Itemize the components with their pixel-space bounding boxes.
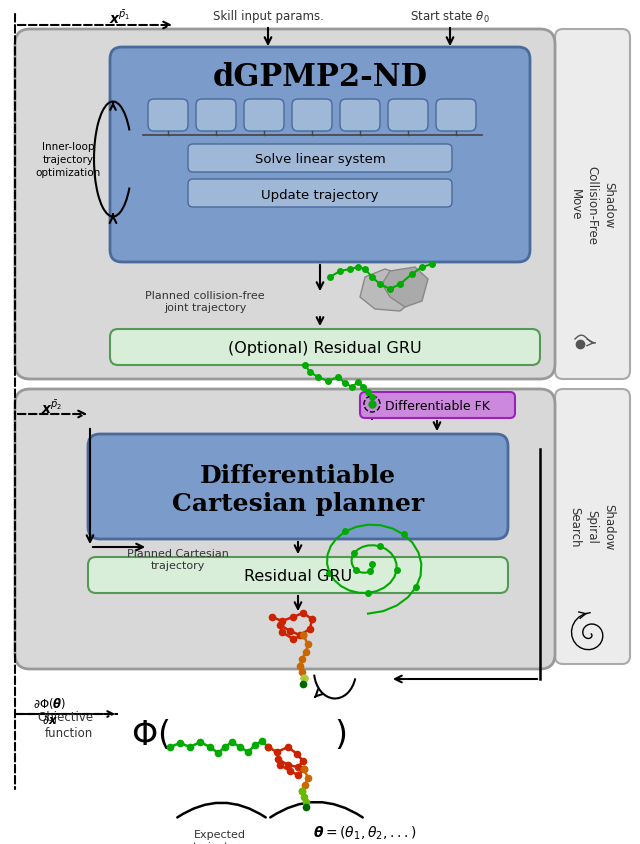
- Text: Inner-loop
trajectory
optimization: Inner-loop trajectory optimization: [35, 142, 100, 178]
- Text: Residual GRU: Residual GRU: [244, 569, 352, 584]
- FancyBboxPatch shape: [110, 48, 530, 262]
- FancyBboxPatch shape: [88, 435, 508, 539]
- FancyBboxPatch shape: [15, 30, 555, 380]
- Text: Objective
function: Objective function: [37, 711, 93, 739]
- Text: $\frac{\partial \Phi(\boldsymbol{\theta})}{\partial \boldsymbol{x}}$: $\frac{\partial \Phi(\boldsymbol{\theta}…: [33, 697, 67, 725]
- FancyBboxPatch shape: [340, 100, 380, 132]
- Text: Start state $\theta_0$: Start state $\theta_0$: [410, 10, 490, 25]
- FancyBboxPatch shape: [188, 145, 452, 173]
- Text: Expected
trajectory: Expected trajectory: [193, 829, 247, 844]
- Text: $\boldsymbol{\theta} = (\theta_1, \theta_2, ...)$: $\boldsymbol{\theta} = (\theta_1, \theta…: [313, 824, 417, 841]
- Polygon shape: [382, 268, 428, 307]
- Text: Shadow
Collision-Free
Move: Shadow Collision-Free Move: [568, 165, 616, 244]
- Text: Skill input params.: Skill input params.: [212, 10, 323, 23]
- Text: dGPMP2-ND: dGPMP2-ND: [212, 62, 428, 94]
- Text: Differentiable FK: Differentiable FK: [385, 400, 490, 413]
- FancyBboxPatch shape: [436, 100, 476, 132]
- FancyBboxPatch shape: [555, 30, 630, 380]
- Text: $\boldsymbol{x}^{\bar{p}_2}$: $\boldsymbol{x}^{\bar{p}_2}$: [41, 399, 63, 416]
- FancyBboxPatch shape: [244, 100, 284, 132]
- FancyBboxPatch shape: [88, 557, 508, 593]
- FancyBboxPatch shape: [196, 100, 236, 132]
- FancyBboxPatch shape: [360, 392, 515, 419]
- FancyBboxPatch shape: [292, 100, 332, 132]
- Polygon shape: [360, 270, 415, 311]
- FancyBboxPatch shape: [188, 180, 452, 208]
- FancyBboxPatch shape: [148, 100, 188, 132]
- Text: $)$: $)$: [334, 717, 346, 751]
- FancyBboxPatch shape: [15, 390, 555, 669]
- Text: $\Phi($: $\Phi($: [131, 717, 170, 751]
- Text: Solve linear system: Solve linear system: [255, 154, 385, 166]
- FancyBboxPatch shape: [555, 390, 630, 664]
- Text: Update trajectory: Update trajectory: [261, 188, 379, 201]
- Text: Differentiable
Cartesian planner: Differentiable Cartesian planner: [172, 463, 424, 516]
- Text: Planned Cartesian
trajectory: Planned Cartesian trajectory: [127, 548, 229, 571]
- Text: $\boldsymbol{x}^{\bar{p}_1}$: $\boldsymbol{x}^{\bar{p}_1}$: [109, 9, 131, 27]
- Text: Planned collision-free
joint trajectory: Planned collision-free joint trajectory: [145, 290, 265, 313]
- FancyBboxPatch shape: [388, 100, 428, 132]
- Text: (Optional) Residual GRU: (Optional) Residual GRU: [228, 341, 422, 356]
- FancyBboxPatch shape: [110, 330, 540, 365]
- Text: Shadow
Spiral
Search: Shadow Spiral Search: [568, 503, 616, 549]
